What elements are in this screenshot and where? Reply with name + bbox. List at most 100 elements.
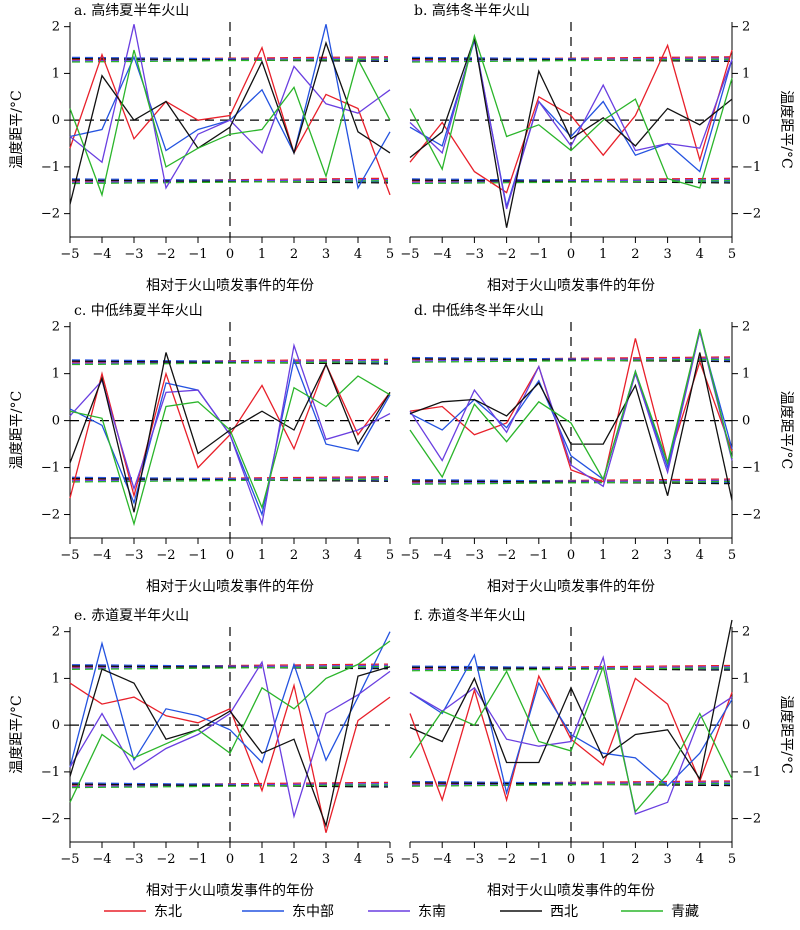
series-line — [409, 664, 733, 814]
series-line — [409, 352, 733, 501]
x-tick-label: −5 — [60, 548, 79, 563]
y-tick-label: 0 — [52, 718, 60, 733]
x-axis-title: 相对于火山喷发事件的年份 — [146, 883, 314, 899]
series-line — [69, 682, 391, 833]
y-tick-label: 2 — [52, 320, 60, 335]
series-line — [409, 38, 733, 210]
x-tick-label: −3 — [124, 548, 143, 563]
panel-title: c. 中低纬夏半年火山 — [74, 303, 203, 319]
y-axis-title-right: 温度距平/°C — [778, 90, 794, 168]
x-axis-title: 相对于火山喷发事件的年份 — [487, 278, 655, 294]
x-tick-label: 3 — [322, 548, 330, 563]
legend-label: 东中部 — [292, 904, 334, 920]
x-tick-label: 4 — [696, 548, 704, 563]
series-line — [69, 45, 391, 196]
y-tick-label: 1 — [742, 66, 750, 81]
y-tick-label: −1 — [41, 461, 60, 476]
x-tick-label: 5 — [728, 247, 736, 262]
significance-threshold-line — [411, 782, 731, 787]
legend: 东北 东中部 东南 西北 青藏 — [104, 904, 699, 920]
series-line — [69, 40, 391, 205]
y-tick-label: 1 — [52, 671, 60, 686]
y-tick-label: −2 — [41, 207, 60, 222]
series-line — [409, 43, 733, 194]
y-axis-title: 温度距平/°C — [9, 391, 25, 469]
x-tick-label: −1 — [529, 247, 548, 262]
x-tick-label: −2 — [156, 247, 175, 262]
y-tick-label: 1 — [742, 367, 750, 382]
y-tick-label: 0 — [52, 414, 60, 429]
x-tick-label: 3 — [663, 548, 671, 563]
x-tick-label: −3 — [124, 852, 143, 867]
series-line — [409, 619, 733, 781]
x-tick-label: −4 — [92, 852, 111, 867]
panel-title: e. 赤道夏半年火山 — [74, 608, 189, 624]
x-tick-label: 3 — [322, 247, 330, 262]
x-tick-label: −1 — [188, 548, 207, 563]
x-tick-label: −5 — [400, 852, 419, 867]
x-tick-label: 2 — [631, 247, 639, 262]
x-tick-label: −4 — [433, 548, 452, 563]
legend-label: 东南 — [418, 904, 446, 920]
x-tick-label: 5 — [386, 852, 394, 867]
y-tick-label: 1 — [52, 66, 60, 81]
x-tick-label: 3 — [663, 247, 671, 262]
panel-title: d. 中低纬冬半年火山 — [414, 303, 544, 319]
x-tick-label: −4 — [433, 852, 452, 867]
x-tick-label: 3 — [663, 852, 671, 867]
chart-panel: −2 −1 0 1 2 −5 −4 −3 −2 −1 0 1 2 3 4 5 e. 赤道夏半年火山相对于火山喷发… — [9, 608, 394, 899]
series-line — [409, 33, 733, 189]
x-tick-label: −3 — [465, 852, 484, 867]
x-tick-label: 4 — [354, 247, 362, 262]
x-tick-label: 0 — [226, 548, 234, 563]
y-tick-label: 0 — [742, 718, 750, 733]
x-tick-label: 1 — [599, 852, 607, 867]
chart-panel: −2 −1 0 1 2 −5 −4 −3 −2 −1 0 1 2 3 4 5 a. 高纬夏半年火山相对于火山喷发… — [9, 2, 394, 294]
y-tick-label: −2 — [41, 508, 60, 523]
y-tick-label: −1 — [41, 160, 60, 175]
y-tick-label: −1 — [742, 160, 761, 175]
x-tick-label: 1 — [599, 247, 607, 262]
x-tick-label: 2 — [290, 247, 298, 262]
x-tick-label: 0 — [567, 548, 575, 563]
series-line — [69, 24, 391, 190]
panels: −2 −1 0 1 2 −5 −4 −3 −2 −1 0 1 2 3 4 5 a. 高纬夏半年火山相对于火山喷发… — [9, 2, 794, 899]
significance-threshold-line — [411, 480, 731, 485]
significance-threshold-line — [411, 667, 731, 672]
y-tick-label: 2 — [742, 625, 750, 640]
y-axis-title: 温度距平/°C — [9, 90, 25, 168]
significance-threshold-line — [411, 358, 731, 363]
x-tick-label: −3 — [465, 548, 484, 563]
y-tick-label: 0 — [742, 113, 750, 128]
x-tick-label: −2 — [156, 852, 175, 867]
y-tick-label: 2 — [742, 20, 750, 35]
series-line — [409, 338, 733, 483]
y-tick-label: 0 — [52, 113, 60, 128]
x-tick-label: 4 — [354, 852, 362, 867]
x-tick-label: −2 — [497, 852, 516, 867]
series-line — [69, 631, 391, 768]
panel-title: a. 高纬夏半年火山 — [74, 2, 189, 19]
series-line — [69, 49, 391, 198]
x-tick-label: 5 — [728, 852, 736, 867]
x-tick-label: 5 — [386, 548, 394, 563]
x-tick-label: 1 — [258, 852, 266, 867]
series-line — [409, 674, 733, 803]
series-line — [69, 375, 391, 527]
x-tick-label: −5 — [400, 247, 419, 262]
y-tick-label: −1 — [742, 765, 761, 780]
x-axis-title: 相对于火山喷发事件的年份 — [146, 278, 314, 294]
legend-label: 青藏 — [671, 904, 699, 920]
x-tick-label: 5 — [386, 247, 394, 262]
x-tick-label: −1 — [188, 247, 207, 262]
chart-panel: −2 −1 0 1 2 −5 −4 −3 −2 −1 0 1 2 3 4 5 c. 中低纬夏半年火山相对于火山喷… — [9, 303, 394, 595]
series-line — [69, 666, 391, 828]
x-tick-label: −5 — [60, 247, 79, 262]
panel-title: f. 赤道冬半年火山 — [414, 608, 526, 624]
x-tick-label: 2 — [290, 852, 298, 867]
legend-label: 西北 — [550, 904, 578, 920]
y-tick-label: −1 — [742, 461, 761, 476]
chart-panel: −2 −1 0 1 2 −5 −4 −3 −2 −1 0 1 2 3 4 5 b. 高纬冬半年火山相对于火山喷发… — [400, 2, 761, 294]
y-tick-label: −1 — [41, 765, 60, 780]
